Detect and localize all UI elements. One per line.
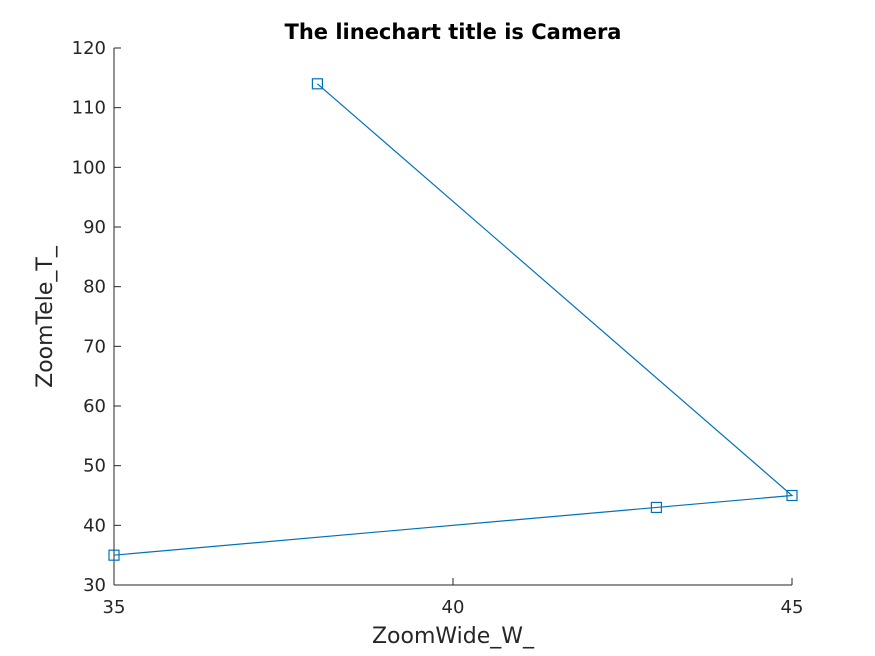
x-tick-label: 40	[442, 597, 465, 618]
y-tick-label: 100	[72, 157, 106, 178]
series-line	[113, 83, 794, 556]
y-tick-label: 30	[83, 575, 106, 596]
data-point-marker	[650, 501, 663, 514]
x-axis-label: ZoomWide_W_	[372, 624, 535, 649]
x-tick-label: 45	[781, 597, 804, 618]
plot-area: 35 40 45 30 40 50 60 70 80 90 100 110 120	[72, 38, 804, 618]
series-layer	[108, 78, 798, 561]
data-point-marker	[108, 549, 120, 561]
y-tick-label: 120	[72, 38, 106, 59]
y-tick-label: 80	[83, 277, 106, 298]
y-tick-label: 90	[83, 217, 106, 238]
y-tick-label: 110	[72, 98, 106, 119]
y-tick-label: 70	[83, 336, 106, 357]
y-tick-label: 50	[83, 456, 106, 477]
data-point-marker	[786, 489, 798, 502]
y-tick-label: 40	[83, 515, 106, 536]
y-tick-label: 60	[83, 396, 106, 417]
x-axis-ticks: 35 40 45	[103, 578, 804, 618]
y-axis-ticks: 30 40 50 60 70 80 90 100 110 120	[72, 38, 121, 596]
y-axis-label: ZoomTele_T_	[33, 245, 58, 388]
chart-title: The linechart title is Camera	[285, 20, 622, 44]
data-point-marker	[311, 78, 323, 90]
x-tick-label: 35	[103, 597, 126, 618]
